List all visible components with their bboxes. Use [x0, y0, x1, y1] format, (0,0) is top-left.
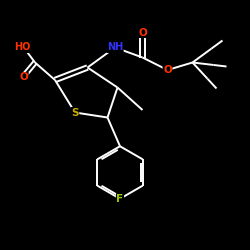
Text: HO: HO — [14, 42, 31, 52]
Text: O: O — [138, 28, 147, 38]
Text: O: O — [20, 72, 28, 83]
Text: O: O — [163, 65, 172, 75]
Text: S: S — [71, 108, 79, 118]
Text: NH: NH — [107, 42, 123, 52]
Text: F: F — [116, 194, 123, 204]
